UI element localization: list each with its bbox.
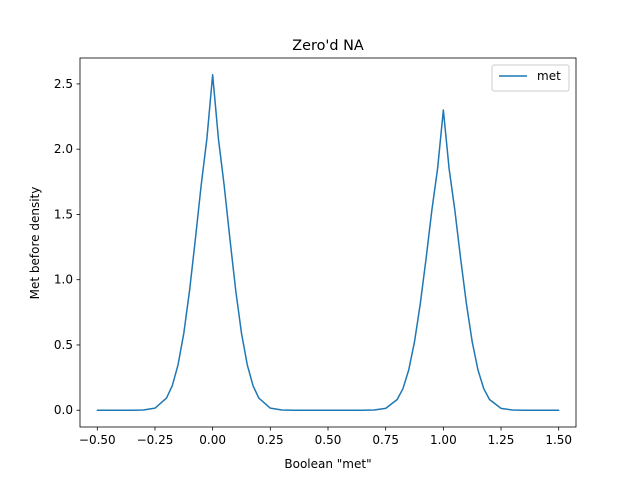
y-tick-label: 0.5 [54, 338, 73, 352]
y-axis-label: Met before density [28, 187, 42, 300]
x-tick-label: 1.50 [545, 433, 572, 447]
legend-label-met: met [537, 69, 561, 83]
x-tick-label: −0.50 [79, 433, 116, 447]
y-tick-label: 2.5 [54, 77, 73, 91]
axes-frame [79, 57, 577, 428]
series-line-met [96, 74, 560, 411]
plot-area: −0.50 −0.25 0.00 0.25 0.50 0.75 1.00 1.25 1.50 0.… [54, 57, 577, 447]
x-tick-label: 0.00 [199, 433, 226, 447]
y-tick-label: 0.0 [54, 403, 73, 417]
y-tick-label: 2.0 [54, 142, 73, 156]
legend-box [491, 64, 570, 92]
y-tick-label: 1.0 [54, 273, 73, 287]
x-tick-label: 1.25 [488, 433, 515, 447]
legend: met [491, 64, 570, 92]
x-tick-label: 0.75 [372, 433, 399, 447]
x-axis-label: Boolean "met" [284, 457, 371, 471]
x-tick-label: 0.50 [315, 433, 342, 447]
x-tick-label: −0.25 [137, 433, 174, 447]
y-tick-label: 1.5 [54, 207, 73, 221]
chart-title: Zero'd NA [292, 38, 364, 54]
x-tick-label: 0.25 [257, 433, 284, 447]
x-tick-label: 1.00 [430, 433, 457, 447]
